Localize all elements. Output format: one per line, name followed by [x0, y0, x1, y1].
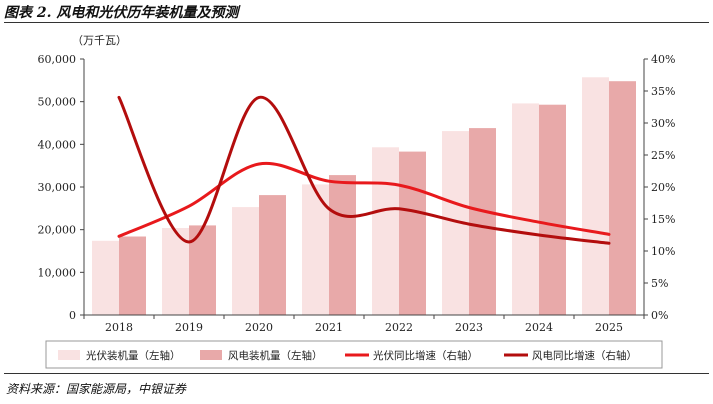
- x-tick-label: 2020: [245, 321, 273, 334]
- bar-pv-2020: [232, 207, 259, 315]
- left-tick-label: 50,000: [38, 96, 77, 109]
- x-tick-label: 2024: [525, 321, 553, 334]
- bar-pv-2019: [162, 228, 189, 315]
- legend: 光伏装机量（左轴） 风电装机量（左轴） 光伏同比增速（右轴） 风电同比增速（右轴）: [45, 340, 663, 369]
- left-tick-label: 0: [69, 309, 76, 322]
- x-tick-label: 2018: [105, 321, 133, 334]
- right-tick-label: 0%: [651, 309, 668, 322]
- bar-wind-2020: [259, 195, 286, 315]
- bar-wind-2025: [609, 81, 636, 315]
- right-tick-label: 15%: [651, 213, 675, 226]
- right-tick-label: 30%: [651, 117, 675, 130]
- bar-wind-2021: [329, 175, 356, 315]
- legend-box: [45, 340, 663, 369]
- bars-group: [92, 77, 636, 316]
- axes-group: 0 10,000 20,000 30,000 40,000 50,000 60,000 0% 5…: [38, 53, 676, 334]
- legend-label: 风电装机量（左轴）: [228, 349, 323, 362]
- bar-wind-2022: [399, 151, 426, 315]
- left-tick-label: 60,000: [38, 53, 77, 66]
- left-tick-label: 30,000: [38, 181, 77, 194]
- chart-title: 图表 2. 风电和光伏历年装机量及预测: [4, 5, 239, 21]
- legend-label: 光伏同比增速（右轴）: [373, 349, 478, 362]
- left-tick-label: 10,000: [38, 266, 77, 279]
- bar-pv-2024: [512, 103, 539, 316]
- x-tick-label: 2021: [315, 321, 343, 334]
- legend-label: 风电同比增速（右轴）: [532, 349, 637, 362]
- left-tick-label: 40,000: [38, 138, 77, 151]
- right-tick-label: 25%: [651, 149, 675, 162]
- bar-wind-2023: [469, 128, 496, 315]
- source-note: 资料来源：国家能源局，中银证券: [6, 382, 187, 396]
- legend-swatch: [58, 350, 80, 360]
- title-rule: [4, 22, 709, 23]
- x-tick-label: 2025: [595, 321, 623, 334]
- bar-wind-2024: [539, 104, 566, 315]
- right-tick-label: 35%: [651, 85, 675, 98]
- source-rule: [4, 373, 709, 374]
- lines-group: [117, 95, 611, 245]
- legend-swatch: [200, 350, 222, 360]
- bar-pv-2022: [372, 147, 399, 315]
- line-pv-growth: [117, 161, 611, 238]
- right-tick-label: 5%: [651, 277, 668, 290]
- bar-pv-2025: [582, 77, 609, 315]
- x-tick-label: 2023: [455, 321, 483, 334]
- unit-label: （万千瓦）: [72, 34, 127, 47]
- bar-wind-2018: [119, 236, 146, 315]
- right-tick-label: 10%: [651, 245, 675, 258]
- x-tick-label: 2022: [385, 321, 413, 334]
- left-tick-label: 20,000: [38, 224, 77, 237]
- x-tick-label: 2019: [175, 321, 203, 334]
- legend-label: 光伏装机量（左轴）: [86, 349, 181, 362]
- right-tick-label: 40%: [651, 53, 675, 66]
- bar-pv-2018: [92, 240, 119, 315]
- right-tick-label: 20%: [651, 181, 675, 194]
- line-wind-growth: [117, 95, 611, 245]
